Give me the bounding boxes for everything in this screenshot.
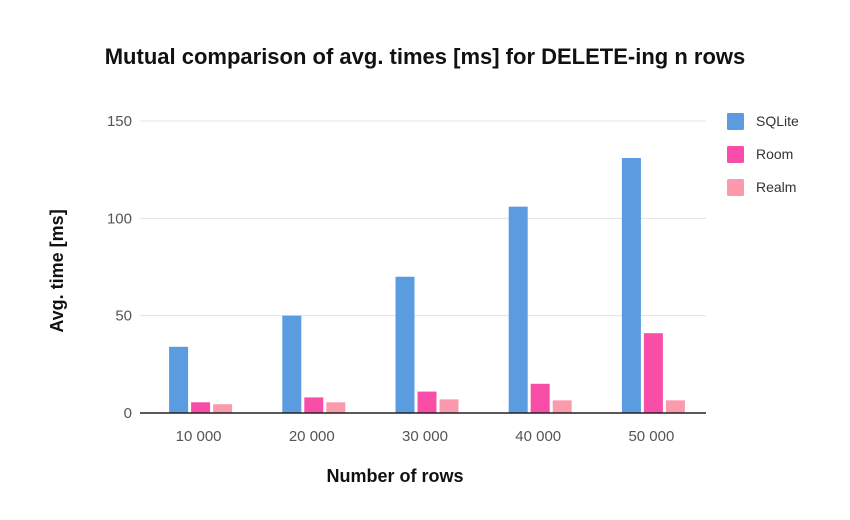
y-tick-label: 100 [107,210,132,227]
bar-room-4 [643,333,663,413]
legend-label-room: Room [756,146,793,162]
bars [169,157,685,413]
bar-sqlite-1 [282,315,302,413]
x-tick-label: 10 000 [176,428,222,445]
y-tick-label: 150 [107,113,132,130]
y-tick-label: 50 [115,308,132,325]
x-axis-ticks: 10 000 20 000 30 000 40 000 50 000 [176,428,675,445]
x-axis-label: Number of rows [326,466,463,486]
x-tick-label: 20 000 [289,428,335,445]
bar-room-1 [304,397,324,413]
bar-realm-2 [439,399,459,413]
bar-room-3 [530,383,550,413]
gridlines [140,120,706,317]
bar-room-2 [417,391,437,413]
chart-title: Mutual comparison of avg. times [ms] for… [105,44,746,69]
x-tick-label: 40 000 [515,428,561,445]
bar-sqlite-2 [395,276,415,413]
legend-swatch-sqlite [727,113,744,130]
x-tick-label: 50 000 [628,428,674,445]
bar-sqlite-4 [621,157,641,413]
bar-sqlite-0 [169,346,189,413]
bar-realm-0 [213,404,233,413]
legend-label-realm: Realm [756,179,796,195]
y-axis-label: Avg. time [ms] [47,209,67,332]
y-axis-ticks: 0 50 100 150 [107,113,132,422]
bar-realm-1 [326,402,346,413]
legend-label-sqlite: SQLite [756,113,799,129]
bar-room-0 [191,402,211,413]
bar-sqlite-3 [508,206,528,413]
legend-swatch-room [727,146,744,163]
y-tick-label: 0 [124,405,132,422]
bar-realm-3 [552,400,572,413]
x-tick-label: 30 000 [402,428,448,445]
bar-realm-4 [665,400,685,413]
legend: SQLite Room Realm [727,113,799,196]
legend-swatch-realm [727,179,744,196]
